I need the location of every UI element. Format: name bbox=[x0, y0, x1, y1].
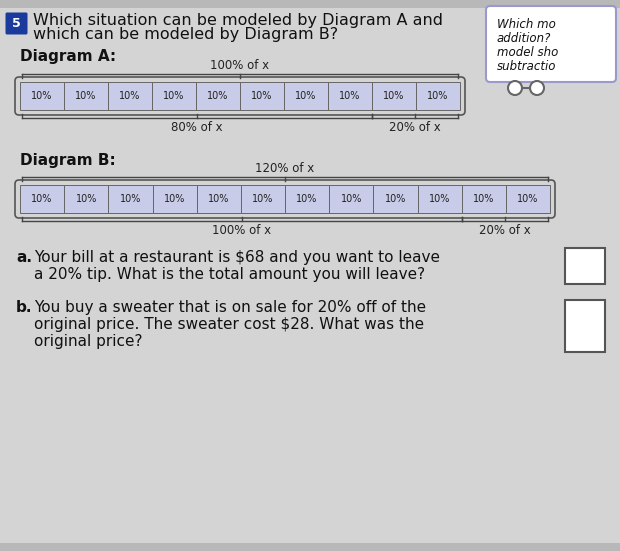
Text: 10%: 10% bbox=[251, 91, 273, 101]
FancyBboxPatch shape bbox=[152, 82, 196, 110]
Text: 10%: 10% bbox=[32, 91, 53, 101]
FancyBboxPatch shape bbox=[6, 13, 27, 35]
Text: 20% of x: 20% of x bbox=[389, 121, 441, 134]
Text: Diagram B:: Diagram B: bbox=[20, 153, 116, 168]
Text: You buy a sweater that is on sale for 20% off of the: You buy a sweater that is on sale for 20… bbox=[34, 300, 426, 315]
Text: Diagram A:: Diagram A: bbox=[20, 50, 116, 64]
FancyBboxPatch shape bbox=[416, 82, 460, 110]
Text: Which mo: Which mo bbox=[497, 18, 556, 30]
Text: 10%: 10% bbox=[427, 91, 449, 101]
FancyBboxPatch shape bbox=[153, 185, 197, 213]
FancyBboxPatch shape bbox=[284, 82, 328, 110]
Text: 10%: 10% bbox=[339, 91, 361, 101]
Text: model sho: model sho bbox=[497, 46, 559, 58]
Text: 5: 5 bbox=[12, 17, 21, 30]
Text: 10%: 10% bbox=[429, 194, 450, 204]
Circle shape bbox=[530, 81, 544, 95]
Text: 10%: 10% bbox=[473, 194, 494, 204]
Text: 10%: 10% bbox=[120, 194, 141, 204]
Text: b.: b. bbox=[16, 300, 32, 315]
FancyBboxPatch shape bbox=[329, 185, 373, 213]
Text: 10%: 10% bbox=[119, 91, 141, 101]
FancyBboxPatch shape bbox=[486, 6, 616, 82]
Text: 80% of x: 80% of x bbox=[171, 121, 223, 134]
FancyBboxPatch shape bbox=[417, 185, 462, 213]
FancyBboxPatch shape bbox=[108, 82, 152, 110]
FancyBboxPatch shape bbox=[565, 300, 605, 352]
Text: 10%: 10% bbox=[385, 194, 406, 204]
Text: 20% of x: 20% of x bbox=[479, 224, 531, 237]
Text: 10%: 10% bbox=[252, 194, 273, 204]
Text: Which situation can be modeled by Diagram A and: Which situation can be modeled by Diagra… bbox=[33, 14, 443, 29]
FancyBboxPatch shape bbox=[565, 248, 605, 284]
Text: 10%: 10% bbox=[163, 91, 185, 101]
Text: 10%: 10% bbox=[517, 194, 539, 204]
Text: 10%: 10% bbox=[208, 194, 229, 204]
Text: which can be modeled by Diagram B?: which can be modeled by Diagram B? bbox=[33, 28, 338, 42]
Text: 120% of x: 120% of x bbox=[255, 162, 314, 175]
Text: a 20% tip. What is the total amount you will leave?: a 20% tip. What is the total amount you … bbox=[34, 267, 425, 282]
Text: 100% of x: 100% of x bbox=[210, 59, 270, 72]
FancyBboxPatch shape bbox=[20, 185, 64, 213]
FancyBboxPatch shape bbox=[373, 185, 417, 213]
Text: 10%: 10% bbox=[76, 194, 97, 204]
FancyBboxPatch shape bbox=[197, 185, 241, 213]
FancyBboxPatch shape bbox=[0, 0, 620, 8]
Text: 10%: 10% bbox=[296, 194, 318, 204]
FancyBboxPatch shape bbox=[64, 82, 108, 110]
Text: subtractio: subtractio bbox=[497, 60, 557, 73]
Text: original price. The sweater cost $28. What was the: original price. The sweater cost $28. Wh… bbox=[34, 317, 424, 332]
FancyBboxPatch shape bbox=[285, 185, 329, 213]
FancyBboxPatch shape bbox=[108, 185, 153, 213]
FancyBboxPatch shape bbox=[462, 185, 506, 213]
Text: 10%: 10% bbox=[75, 91, 97, 101]
FancyBboxPatch shape bbox=[64, 185, 108, 213]
FancyBboxPatch shape bbox=[0, 543, 620, 551]
Text: 10%: 10% bbox=[383, 91, 405, 101]
Text: 10%: 10% bbox=[32, 194, 53, 204]
Text: 10%: 10% bbox=[295, 91, 317, 101]
Text: addition?: addition? bbox=[497, 31, 551, 45]
Text: Your bill at a restaurant is $68 and you want to leave: Your bill at a restaurant is $68 and you… bbox=[34, 250, 440, 265]
Text: 100% of x: 100% of x bbox=[212, 224, 272, 237]
FancyBboxPatch shape bbox=[328, 82, 372, 110]
FancyBboxPatch shape bbox=[196, 82, 240, 110]
FancyBboxPatch shape bbox=[372, 82, 416, 110]
FancyBboxPatch shape bbox=[506, 185, 550, 213]
Text: a.: a. bbox=[16, 250, 32, 265]
FancyBboxPatch shape bbox=[240, 82, 284, 110]
Circle shape bbox=[508, 81, 522, 95]
FancyBboxPatch shape bbox=[241, 185, 285, 213]
Text: original price?: original price? bbox=[34, 334, 143, 349]
Text: 10%: 10% bbox=[164, 194, 185, 204]
Text: 10%: 10% bbox=[340, 194, 362, 204]
FancyBboxPatch shape bbox=[20, 82, 64, 110]
Text: 10%: 10% bbox=[207, 91, 229, 101]
